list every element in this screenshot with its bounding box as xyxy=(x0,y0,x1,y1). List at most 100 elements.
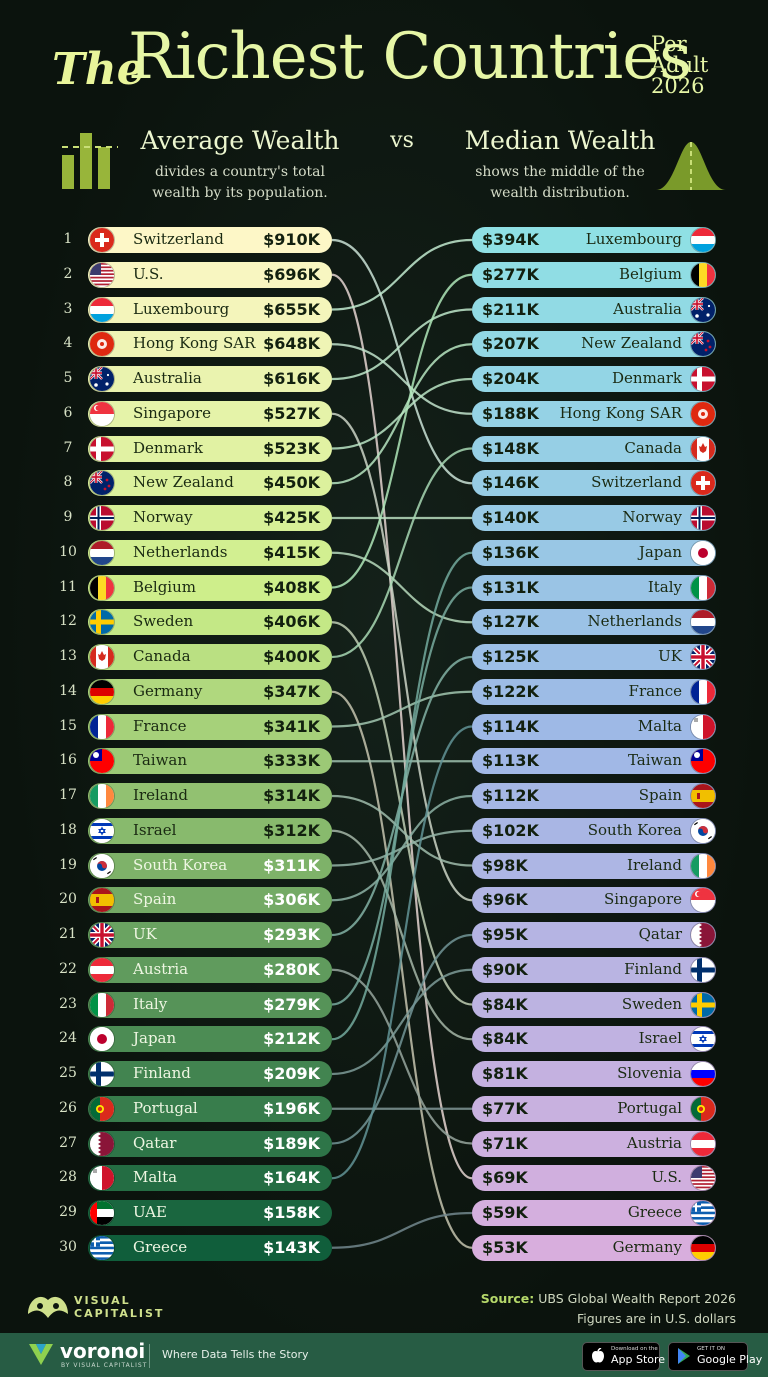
average-wealth-bar[interactable] xyxy=(88,400,332,427)
median-wealth-bar[interactable] xyxy=(472,713,716,740)
rank-number: 28 xyxy=(59,1169,77,1186)
average-wealth-bar[interactable] xyxy=(88,505,332,531)
median-wealth-bar[interactable] xyxy=(472,1200,716,1226)
median-wealth-bar[interactable] xyxy=(472,227,716,253)
flag-icon xyxy=(691,714,715,739)
average-wealth-bar[interactable] xyxy=(88,1130,332,1157)
median-wealth-bar[interactable] xyxy=(472,922,716,948)
median-wealth-bar[interactable] xyxy=(472,470,716,497)
median-wealth-bar[interactable] xyxy=(472,678,716,705)
median-wealth-bar[interactable] xyxy=(472,956,716,983)
source-label: Source: xyxy=(480,1291,535,1306)
rank-number: 14 xyxy=(59,682,77,699)
country-name: UK xyxy=(658,647,682,665)
average-wealth-bar[interactable] xyxy=(88,539,332,566)
average-wealth-bar[interactable] xyxy=(88,922,332,948)
median-wealth-bar[interactable] xyxy=(472,331,716,358)
google-play-button[interactable]: GET IT ON Google Play xyxy=(668,1342,762,1371)
average-wealth-bar[interactable] xyxy=(88,713,332,740)
median-wealth-bar[interactable] xyxy=(472,366,716,392)
median-wealth-bar[interactable] xyxy=(472,400,716,427)
average-wealth-bar[interactable] xyxy=(88,887,332,914)
average-wealth-bar[interactable] xyxy=(88,470,332,497)
rank-link-line xyxy=(331,343,473,485)
country-name: Hong Kong SAR xyxy=(133,334,256,353)
country-name: Netherlands xyxy=(133,542,228,561)
median-wealth-bar[interactable] xyxy=(472,574,716,601)
flag-icon xyxy=(90,1096,114,1121)
median-wealth-bar[interactable] xyxy=(472,1095,716,1122)
average-wealth-bar[interactable] xyxy=(88,1200,332,1226)
median-wealth-bar[interactable] xyxy=(472,1130,716,1157)
median-wealth-bar[interactable] xyxy=(472,644,716,670)
average-wealth-bar[interactable] xyxy=(88,609,332,636)
flag-icon xyxy=(90,297,114,322)
wealth-value: $400K xyxy=(263,647,320,666)
app-store-button[interactable]: Download on the App Store xyxy=(582,1342,665,1371)
average-wealth-bar[interactable] xyxy=(88,852,332,879)
median-wealth-bar[interactable] xyxy=(472,817,716,844)
average-wealth-bar[interactable] xyxy=(88,678,332,705)
country-name: Portugal xyxy=(133,1098,198,1117)
average-wealth-bar[interactable] xyxy=(88,366,332,392)
wealth-value: $910K xyxy=(263,230,320,249)
flag-icon xyxy=(90,818,114,843)
footer-separator xyxy=(149,1344,150,1368)
median-wealth-bar[interactable] xyxy=(472,1234,716,1261)
average-wealth-bar[interactable] xyxy=(88,1026,332,1053)
wealth-value: $306K xyxy=(263,890,320,910)
right-header-title: Median Wealth xyxy=(464,126,656,155)
rank-number: 4 xyxy=(63,335,73,352)
median-wealth-bar[interactable] xyxy=(472,435,716,462)
rank-link-line xyxy=(331,308,473,381)
wealth-value: $164K xyxy=(263,1168,320,1188)
median-wealth-bar[interactable] xyxy=(472,609,716,636)
average-wealth-bar[interactable] xyxy=(88,817,332,844)
median-wealth-bar[interactable] xyxy=(472,887,716,914)
wealth-value: $71K xyxy=(482,1133,528,1153)
average-wealth-bar[interactable] xyxy=(88,574,332,601)
median-wealth-bar[interactable] xyxy=(472,261,716,288)
average-wealth-bar[interactable] xyxy=(88,331,332,358)
flag-icon xyxy=(90,332,114,357)
country-name: Norway xyxy=(133,508,193,526)
average-wealth-bar[interactable] xyxy=(88,991,332,1018)
median-wealth-bar[interactable] xyxy=(472,296,716,323)
wealth-value: $314K xyxy=(263,786,320,805)
average-wealth-bar[interactable] xyxy=(88,748,332,775)
average-wealth-bar[interactable] xyxy=(88,783,332,809)
median-wealth-bar[interactable] xyxy=(472,1061,716,1087)
country-name: Ireland xyxy=(133,786,188,804)
median-wealth-bar[interactable] xyxy=(472,991,716,1018)
median-wealth-bar[interactable] xyxy=(472,505,716,531)
average-wealth-bar[interactable] xyxy=(88,227,332,253)
title-the: The xyxy=(52,44,145,95)
wealth-value: $211K xyxy=(482,299,539,319)
average-wealth-bar[interactable] xyxy=(88,261,332,288)
country-name: Japan xyxy=(133,1029,177,1048)
average-wealth-bar[interactable] xyxy=(88,1165,332,1192)
wealth-value: $394K xyxy=(482,230,539,249)
wealth-value: $114K xyxy=(482,716,539,736)
average-wealth-bar[interactable] xyxy=(88,1061,332,1087)
average-wealth-bar[interactable] xyxy=(88,1234,332,1261)
median-wealth-bar[interactable] xyxy=(472,748,716,775)
country-name: Denmark xyxy=(612,369,682,387)
average-wealth-bar[interactable] xyxy=(88,1095,332,1122)
average-wealth-bar[interactable] xyxy=(88,956,332,983)
median-wealth-bar[interactable] xyxy=(472,1026,716,1053)
country-name: Italy xyxy=(133,994,168,1013)
right-header-subtitle: shows the middle of the wealth distribut… xyxy=(450,162,670,204)
country-name: Luxembourg xyxy=(585,230,682,248)
median-wealth-bar[interactable] xyxy=(472,852,716,879)
wealth-value: $81K xyxy=(482,1064,528,1083)
median-wealth-bar[interactable] xyxy=(472,539,716,566)
voronoi-wordmark: voronoi xyxy=(60,1339,146,1363)
country-name: Sweden xyxy=(621,994,682,1013)
average-wealth-bar[interactable] xyxy=(88,296,332,323)
median-wealth-bar[interactable] xyxy=(472,783,716,809)
average-wealth-bar[interactable] xyxy=(88,435,332,462)
average-wealth-bar[interactable] xyxy=(88,644,332,670)
median-wealth-bar[interactable] xyxy=(472,1165,716,1192)
rank-number: 21 xyxy=(59,926,77,942)
